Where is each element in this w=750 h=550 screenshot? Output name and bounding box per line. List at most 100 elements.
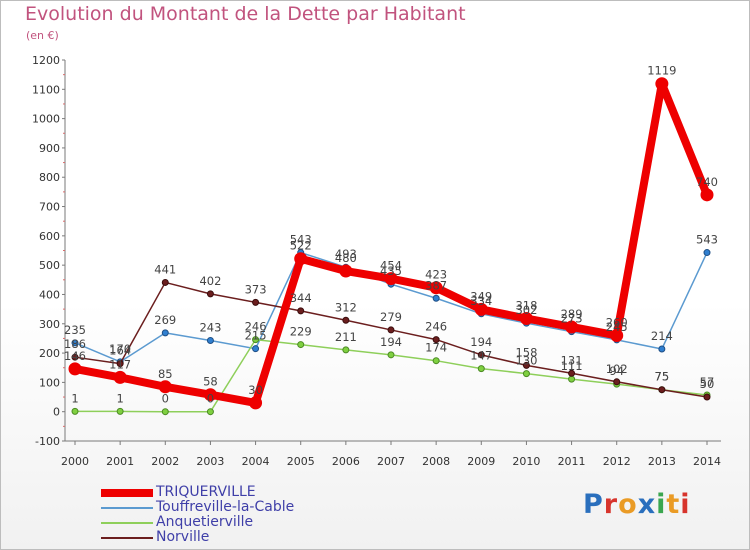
x-tick-label: 2002 [151, 455, 179, 468]
data-label: 543 [290, 233, 312, 247]
data-point [342, 316, 350, 324]
data-label: 58 [203, 375, 218, 389]
data-point [68, 362, 82, 376]
data-point [565, 320, 579, 334]
data-label: 85 [158, 367, 173, 381]
logo-letter: o [618, 489, 638, 520]
data-label: 423 [425, 268, 447, 282]
x-tick-label: 2010 [512, 455, 540, 468]
legend-label: TRIQUERVILLE [156, 484, 256, 500]
data-label: 102 [606, 362, 628, 376]
chart-title: Evolution du Montant de la Dette par Hab… [25, 3, 466, 25]
y-tick-label: 900 [39, 142, 60, 155]
data-point [297, 341, 305, 349]
data-label: 312 [335, 300, 357, 314]
logo-letter: x [637, 489, 657, 520]
data-label: 131 [561, 353, 583, 367]
data-label: 117 [109, 357, 131, 371]
data-point [655, 77, 669, 91]
x-tick-label: 2009 [467, 455, 495, 468]
data-label: 522 [290, 239, 312, 253]
y-tick-label: 500 [39, 259, 60, 272]
legend-swatch [101, 522, 153, 524]
data-label: 75 [655, 370, 670, 384]
legend-label: Norville [156, 529, 210, 545]
x-tick-label: 2000 [61, 455, 89, 468]
data-point [658, 386, 666, 394]
data-label: 30 [248, 383, 263, 397]
data-label: 0 [162, 392, 169, 406]
data-label: 1119 [647, 64, 676, 78]
axes: -100010020030040050060070080090010001100… [32, 54, 721, 468]
data-point [161, 408, 169, 416]
data-point [432, 294, 440, 302]
data-label: 344 [290, 291, 312, 305]
data-label: 318 [515, 298, 537, 312]
data-label: 170 [109, 342, 131, 356]
data-point [432, 357, 440, 365]
data-point [387, 351, 395, 359]
data-point [158, 380, 172, 394]
proxiti-logo: Proxiti [583, 489, 691, 520]
data-label: 1 [71, 391, 78, 405]
data-point [613, 378, 621, 386]
data-label: 246 [245, 320, 267, 334]
logo-letter: i [680, 489, 691, 520]
y-tick-label: 200 [39, 347, 60, 360]
data-point [249, 396, 263, 410]
y-tick-label: 400 [39, 288, 60, 301]
logo-letter: t [666, 489, 681, 520]
data-point [71, 353, 79, 361]
data-label: 480 [335, 251, 357, 265]
x-tick-label: 2012 [603, 455, 631, 468]
data-point [474, 302, 488, 316]
x-tick-label: 2008 [422, 455, 450, 468]
data-label: 158 [515, 345, 537, 359]
data-label: 211 [335, 330, 357, 344]
x-tick-label: 2004 [242, 455, 270, 468]
data-label: 387 [425, 278, 447, 292]
series-layer [68, 77, 714, 416]
data-label: 373 [245, 282, 267, 296]
data-point [252, 345, 260, 353]
data-point [161, 278, 169, 286]
y-tick-label: -100 [35, 435, 60, 448]
y-tick-label: 1100 [32, 83, 60, 96]
data-label: 435 [380, 264, 402, 278]
data-point [522, 370, 530, 378]
data-label: 57 [700, 375, 715, 389]
logo-letter: i [656, 489, 667, 520]
data-label: 543 [696, 233, 718, 247]
data-label: 1 [116, 391, 123, 405]
legend-swatch [101, 537, 153, 539]
data-label: 269 [154, 313, 176, 327]
data-point [294, 252, 308, 266]
data-point [658, 345, 666, 353]
data-point [206, 336, 214, 344]
data-point [519, 311, 533, 325]
data-point [429, 281, 443, 295]
data-point [700, 188, 714, 202]
data-label: 493 [335, 247, 357, 261]
data-point [252, 298, 260, 306]
logo-letter: r [603, 489, 619, 520]
data-label: 235 [64, 323, 86, 337]
data-label: 146 [64, 349, 86, 363]
x-tick-label: 2005 [287, 455, 315, 468]
x-tick-label: 2007 [377, 455, 405, 468]
data-label: 194 [380, 335, 402, 349]
y-tick-label: 300 [39, 318, 60, 331]
data-point [206, 408, 214, 416]
data-label: 279 [380, 310, 402, 324]
data-labels: 186 1644414023733443122792461941581311027… [64, 64, 718, 406]
data-label: 215 [245, 329, 267, 343]
data-label: 334 [470, 294, 492, 308]
y-tick-label: 100 [39, 376, 60, 389]
data-point [252, 336, 260, 344]
data-label: 130 [515, 354, 537, 368]
data-point [339, 264, 353, 278]
x-tick-label: 2003 [196, 455, 224, 468]
data-label: 186 [64, 337, 86, 351]
data-point [297, 307, 305, 315]
